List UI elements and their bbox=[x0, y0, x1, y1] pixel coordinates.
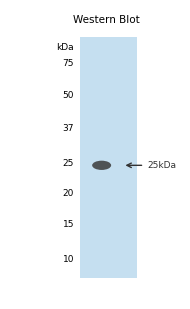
Text: kDa: kDa bbox=[56, 43, 74, 53]
Text: 15: 15 bbox=[63, 219, 74, 229]
Ellipse shape bbox=[92, 161, 111, 170]
Text: 75: 75 bbox=[63, 59, 74, 68]
Text: 37: 37 bbox=[63, 124, 74, 133]
Text: 50: 50 bbox=[63, 91, 74, 100]
Text: 25: 25 bbox=[63, 159, 74, 168]
Text: 10: 10 bbox=[63, 255, 74, 264]
Text: 20: 20 bbox=[63, 188, 74, 198]
Text: Western Blot: Western Blot bbox=[73, 15, 140, 25]
Text: 25kDa: 25kDa bbox=[147, 161, 176, 170]
Bar bbox=[80, 37, 137, 278]
